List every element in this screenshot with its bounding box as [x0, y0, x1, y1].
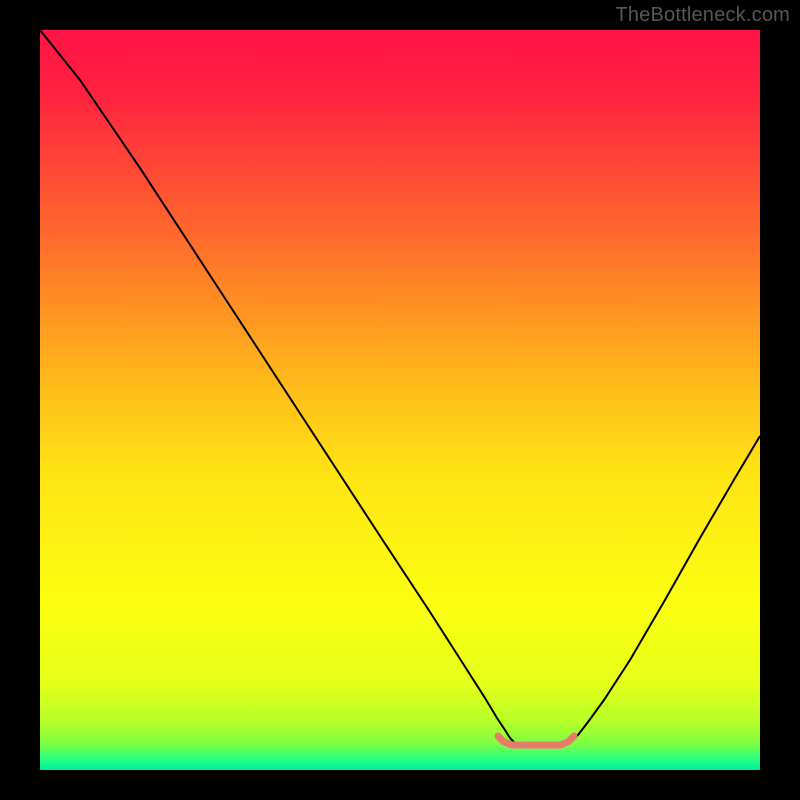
plot-area	[40, 30, 760, 770]
chart-container: TheBottleneck.com	[0, 0, 800, 800]
chart-svg	[0, 0, 800, 800]
attribution-text: TheBottleneck.com	[615, 4, 790, 27]
